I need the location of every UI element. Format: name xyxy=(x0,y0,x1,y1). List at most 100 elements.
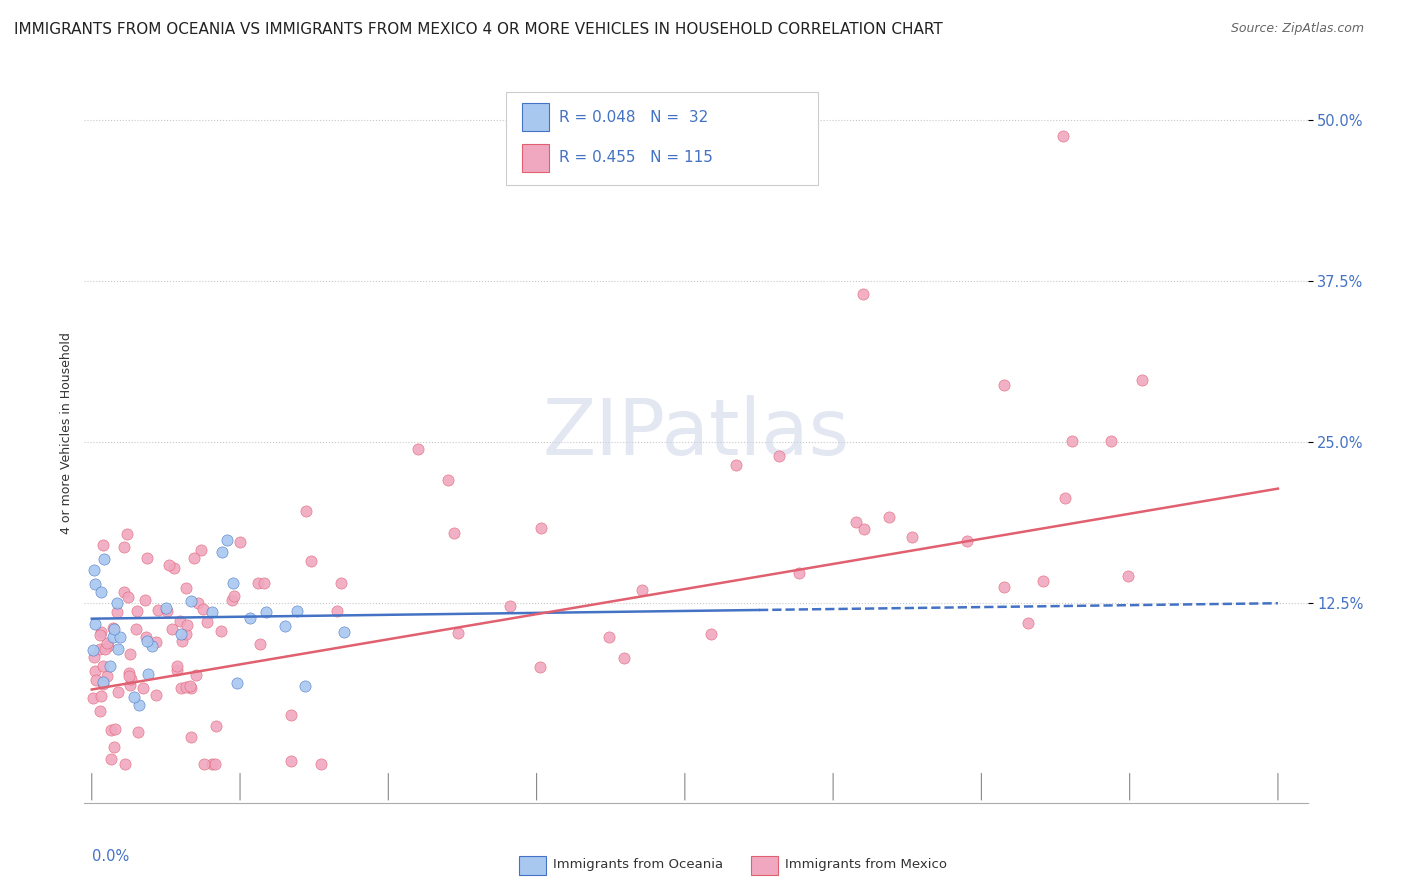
Point xyxy=(183,550,205,565)
Point xyxy=(96,669,118,683)
Point xyxy=(89,642,111,657)
Point xyxy=(204,757,226,772)
Point xyxy=(299,554,322,568)
Point xyxy=(96,636,118,650)
Point xyxy=(229,534,252,549)
Point xyxy=(246,576,269,591)
Point xyxy=(222,589,245,603)
Point xyxy=(166,658,188,673)
Point xyxy=(174,680,197,694)
Point xyxy=(443,525,465,540)
Point xyxy=(103,740,125,755)
Point xyxy=(193,757,215,772)
Y-axis label: 4 or more Vehicles in Household: 4 or more Vehicles in Household xyxy=(60,332,73,533)
Point xyxy=(104,722,127,736)
Point xyxy=(190,543,212,558)
Point xyxy=(160,622,183,636)
Point xyxy=(114,757,136,772)
Point xyxy=(83,563,105,577)
Point xyxy=(877,509,900,524)
Point xyxy=(145,635,167,649)
Point xyxy=(1052,128,1074,143)
Point xyxy=(155,601,177,615)
Point xyxy=(118,647,141,661)
Point xyxy=(436,473,458,487)
Point xyxy=(725,458,748,472)
Point xyxy=(254,606,277,620)
Point xyxy=(107,596,129,610)
Point xyxy=(309,757,332,772)
Point xyxy=(179,679,201,693)
Text: Source: ZipAtlas.com: Source: ZipAtlas.com xyxy=(1230,22,1364,36)
Point xyxy=(329,575,352,590)
Point xyxy=(955,534,977,549)
Point xyxy=(136,634,159,648)
Point xyxy=(222,576,245,591)
Point xyxy=(83,617,105,632)
Point xyxy=(89,628,111,642)
Point xyxy=(98,658,121,673)
Point xyxy=(529,660,551,674)
Text: R = 0.048   N =  32: R = 0.048 N = 32 xyxy=(560,111,709,126)
Point xyxy=(217,533,239,548)
Point xyxy=(280,754,302,768)
Point xyxy=(1032,574,1054,588)
Point xyxy=(120,678,142,692)
Point xyxy=(239,610,262,624)
Point xyxy=(249,637,271,651)
Point xyxy=(134,593,156,607)
Point xyxy=(84,664,107,678)
Bar xyxy=(522,144,550,172)
Point xyxy=(768,449,790,463)
Point xyxy=(83,577,105,591)
Point xyxy=(845,515,868,529)
Point xyxy=(205,718,228,732)
Point xyxy=(273,618,295,632)
Point xyxy=(105,606,128,620)
Point xyxy=(93,551,115,566)
Bar xyxy=(522,103,550,131)
Bar xyxy=(751,856,778,875)
Point xyxy=(163,560,186,574)
Point xyxy=(84,673,107,687)
Point xyxy=(127,725,149,739)
Point xyxy=(107,642,129,657)
Point xyxy=(100,752,122,766)
Bar xyxy=(519,856,546,875)
Point xyxy=(169,614,191,628)
Point xyxy=(530,521,553,535)
Point xyxy=(122,690,145,704)
Point xyxy=(172,633,194,648)
Point xyxy=(447,625,470,640)
Point xyxy=(110,630,132,644)
Point xyxy=(136,550,159,565)
Point xyxy=(1130,374,1153,388)
Point xyxy=(94,642,117,657)
Point xyxy=(136,667,159,681)
Point xyxy=(1099,434,1122,448)
FancyBboxPatch shape xyxy=(506,92,818,185)
Point xyxy=(598,630,620,644)
Point xyxy=(91,659,114,673)
Point xyxy=(631,583,654,598)
Point xyxy=(170,681,193,695)
Point xyxy=(93,675,115,690)
Point xyxy=(156,604,179,618)
Point xyxy=(993,377,1015,392)
Point xyxy=(91,538,114,552)
Point xyxy=(699,627,721,641)
Point xyxy=(128,698,150,712)
Point xyxy=(201,757,224,772)
Point xyxy=(107,685,129,699)
Point xyxy=(852,522,875,536)
Point xyxy=(89,704,111,718)
Point xyxy=(499,599,522,614)
Point xyxy=(209,624,232,638)
Point xyxy=(180,681,202,696)
Point xyxy=(97,640,120,654)
Point xyxy=(124,622,146,636)
Point xyxy=(101,621,124,635)
Point xyxy=(103,622,125,636)
Text: R = 0.455   N = 115: R = 0.455 N = 115 xyxy=(560,150,713,165)
Point xyxy=(82,691,104,706)
